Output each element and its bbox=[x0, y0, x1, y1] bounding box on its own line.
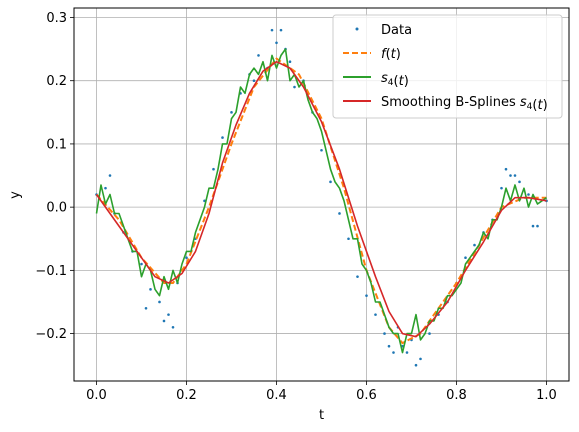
data-point bbox=[221, 136, 224, 139]
data-point bbox=[338, 212, 341, 215]
data-point bbox=[293, 85, 296, 89]
y-tick-label: 0.0 bbox=[46, 201, 67, 216]
x-tick-label: 0.4 bbox=[266, 388, 287, 403]
x-tick-label: 1.0 bbox=[536, 388, 557, 403]
data-point bbox=[171, 325, 175, 329]
y-tick-label: 0.2 bbox=[46, 74, 67, 89]
data-point bbox=[279, 28, 283, 32]
x-tick-label: 0.8 bbox=[446, 388, 467, 403]
data-point bbox=[347, 237, 350, 241]
legend-box bbox=[332, 14, 563, 119]
data-point bbox=[428, 332, 431, 335]
data-point bbox=[513, 174, 517, 177]
series-line-2 bbox=[95, 48, 547, 354]
data-point bbox=[167, 313, 170, 316]
series-line-3 bbox=[95, 60, 547, 338]
data-point bbox=[527, 193, 530, 196]
y-tick-label: −0.2 bbox=[35, 327, 67, 342]
data-point bbox=[162, 319, 166, 323]
x-tick-label: 0.2 bbox=[176, 388, 197, 403]
data-point bbox=[288, 60, 292, 64]
data-point bbox=[464, 256, 467, 260]
data-point bbox=[252, 79, 256, 83]
data-point bbox=[414, 363, 418, 367]
series-layer bbox=[95, 28, 548, 367]
data-point bbox=[140, 262, 143, 266]
y-axis-label: y bbox=[8, 191, 23, 199]
data-point bbox=[473, 243, 476, 247]
data-point bbox=[320, 148, 323, 152]
data-point bbox=[104, 186, 107, 190]
data-point bbox=[500, 186, 503, 190]
data-point bbox=[185, 256, 188, 260]
data-point bbox=[329, 180, 332, 184]
x-axis-label: t bbox=[319, 408, 324, 423]
data-point bbox=[158, 300, 161, 304]
x-tick-label: 0.0 bbox=[86, 388, 107, 403]
legend-label-3: Smoothing B-Splines s4(t) bbox=[381, 95, 548, 113]
data-point bbox=[419, 357, 422, 361]
data-point bbox=[149, 288, 152, 291]
data-point bbox=[504, 167, 508, 171]
data-point bbox=[374, 313, 377, 316]
data-point bbox=[383, 332, 386, 335]
y-tick-label: 0.3 bbox=[46, 11, 67, 26]
data-point bbox=[230, 111, 233, 114]
data-point bbox=[108, 174, 112, 177]
data-points bbox=[95, 28, 548, 367]
legend-label-1: f(t) bbox=[381, 47, 401, 62]
y-tick-label: −0.1 bbox=[35, 264, 67, 279]
legend: Data f(t) s4(t) Smoothing B-Splines s4(t) bbox=[332, 14, 563, 119]
plot-frame bbox=[73, 7, 570, 382]
data-point bbox=[531, 224, 535, 228]
data-point bbox=[270, 28, 274, 32]
data-point bbox=[356, 275, 359, 278]
data-point bbox=[365, 294, 368, 297]
data-point bbox=[536, 224, 539, 228]
data-point bbox=[518, 180, 521, 184]
ticks: 0.0 0.2 0.4 0.6 0.8 1.0 −0.2 −0.1 0.0 0.1 0.2 0.3 bbox=[35, 11, 556, 403]
data-point bbox=[509, 174, 512, 177]
y-tick-label: 0.1 bbox=[46, 137, 67, 152]
data-point bbox=[212, 167, 215, 171]
legend-label-0: Data bbox=[381, 23, 412, 38]
data-point bbox=[275, 41, 278, 45]
data-point bbox=[144, 306, 148, 310]
data-point bbox=[387, 344, 391, 348]
legend-label-2: s4(t) bbox=[381, 71, 409, 89]
legend-marker-data bbox=[355, 27, 359, 31]
data-point bbox=[257, 54, 260, 57]
data-point bbox=[392, 351, 395, 354]
data-point bbox=[405, 351, 409, 354]
x-tick-label: 0.6 bbox=[356, 388, 377, 403]
